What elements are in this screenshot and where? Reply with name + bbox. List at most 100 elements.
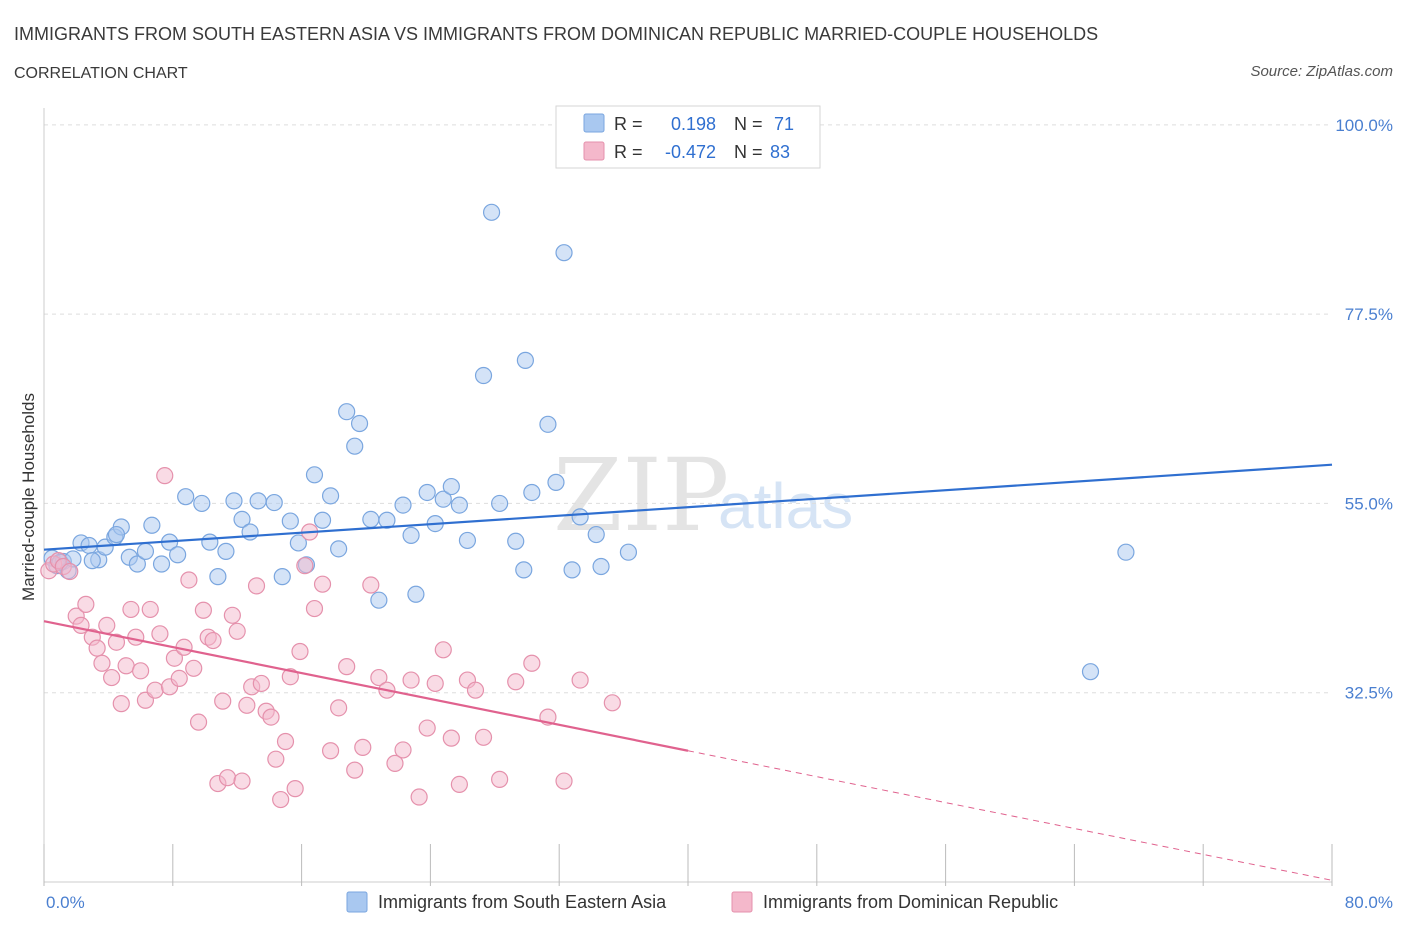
pink-data-point [286, 780, 304, 798]
legend-r-label-2: R = [614, 142, 643, 162]
pink-data-point [185, 659, 203, 677]
blue-data-point [515, 561, 533, 579]
y-tick-label: 32.5% [1345, 684, 1393, 703]
pink-data-point [305, 599, 324, 618]
blue-data-point [289, 534, 307, 552]
blue-data-point [523, 483, 541, 502]
pink-data-point [267, 750, 285, 768]
pink-data-point [204, 631, 222, 650]
pink-data-point [426, 674, 444, 693]
y-tick-label: 77.5% [1345, 305, 1393, 324]
blue-data-point [402, 526, 420, 544]
pink-data-point [228, 622, 246, 640]
legend-n-value-2: 83 [770, 142, 790, 162]
blue-data-point [201, 533, 219, 551]
chart-title: IMMIGRANTS FROM SOUTH EASTERN ASIA VS IM… [14, 24, 1098, 44]
blue-data-point [1117, 543, 1135, 561]
pink-data-point [272, 790, 290, 809]
blue-data-point [418, 483, 436, 502]
blue-data-point [193, 494, 211, 513]
pink-data-point [313, 575, 332, 593]
pink-data-point [434, 641, 452, 659]
pink-data-point [346, 761, 364, 779]
pink-data-point [156, 467, 174, 485]
pink-data-point [214, 692, 232, 710]
pink-data-point [132, 662, 150, 680]
pink-data-point [523, 654, 541, 672]
blue-data-point [321, 487, 340, 505]
blue-data-point [217, 542, 235, 560]
series-legend-swatch-blue [346, 891, 368, 913]
blue-data-point [249, 492, 267, 510]
pink-data-point [98, 616, 116, 635]
blue-data-point [362, 510, 380, 528]
blue-data-point [169, 546, 187, 564]
pink-data-point [122, 600, 140, 619]
pink-data-point [296, 557, 314, 575]
y-tick-label: 100.0% [1335, 116, 1393, 135]
pink-data-point [238, 696, 256, 714]
pink-data-point [281, 668, 299, 686]
blue-data-point [394, 496, 412, 514]
legend-n-label-2: N = [734, 142, 763, 162]
pink-data-point [338, 658, 356, 676]
blue-data-point [143, 516, 161, 534]
y-axis-title: Married-couple Households [19, 393, 38, 601]
pink-trend-line [43, 620, 689, 752]
pink-data-point [362, 576, 380, 594]
x-tick-label: 0.0% [46, 893, 85, 912]
pink-data-point [291, 642, 309, 661]
blue-data-point [450, 496, 468, 514]
blue-data-point [507, 532, 525, 550]
pink-data-point [262, 708, 280, 726]
pink-data-point [77, 595, 95, 613]
blue-data-point [136, 542, 155, 560]
pink-data-point [394, 741, 412, 759]
blue-data-point [482, 203, 501, 221]
pink-data-point [507, 673, 525, 691]
series-legend-label-pink: Immigrants from Dominican Republic [763, 892, 1058, 912]
x-tick-label: 80.0% [1345, 893, 1393, 912]
blue-data-point [555, 244, 573, 262]
pink-data-point [127, 628, 145, 646]
pink-data-point [218, 769, 237, 787]
pink-data-point [107, 633, 126, 651]
blue-data-point [474, 366, 493, 385]
legend-r-value-2: -0.472 [665, 142, 716, 162]
blue-data-point [265, 493, 283, 512]
pink-data-point [321, 742, 340, 760]
pink-data-point [117, 657, 135, 675]
chart-subtitle: CORRELATION CHART [14, 65, 188, 82]
legend-n-value-1: 71 [774, 114, 794, 134]
gridlines [44, 124, 1332, 694]
blue-data-point [592, 557, 610, 576]
blue-data-point [281, 512, 299, 530]
blue-data-point [378, 511, 396, 529]
blue-data-point [233, 510, 251, 528]
legend-r-value-1: 0.198 [671, 114, 716, 134]
pink-data-point [442, 729, 460, 747]
blue-data-point [619, 543, 638, 561]
y-axis-tick-labels: 100.0% 77.5% 55.0% 32.5% [1335, 116, 1393, 703]
pink-data-point [370, 668, 388, 687]
series-legend-swatch-pink [731, 891, 753, 913]
pink-data-point [571, 671, 589, 689]
legend-swatch-pink [583, 141, 605, 161]
blue-data-point [516, 351, 534, 369]
blue-data-point [491, 494, 509, 513]
pink-data-point [410, 788, 428, 806]
pink-data-point [450, 775, 468, 794]
pink-data-point [402, 671, 420, 689]
blue-data-point [152, 555, 171, 573]
stats-legend: R = 0.198 N = 71 R = -0.472 N = 83 [555, 105, 821, 169]
x-axis-ticks [43, 844, 1333, 886]
pink-data-point [180, 571, 198, 589]
blue-data-point [370, 591, 388, 609]
blue-data-point [539, 415, 557, 433]
blue-data-point [83, 552, 101, 570]
pink-data-point [93, 654, 111, 672]
blue-data-point [563, 561, 581, 579]
blue-data-point [177, 488, 195, 506]
blue-data-point [209, 568, 227, 586]
